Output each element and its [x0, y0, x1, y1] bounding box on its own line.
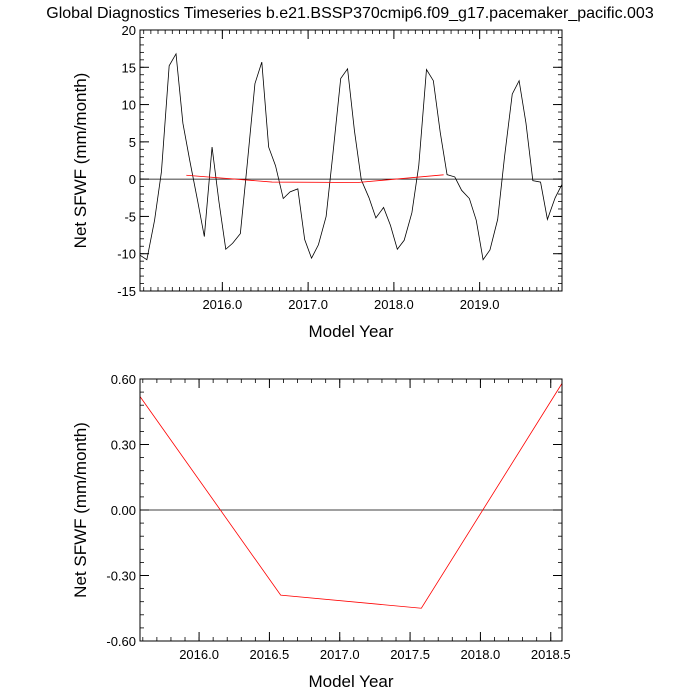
y-tick-label: 0 [129, 172, 136, 187]
y-tick-label: -5 [124, 209, 136, 224]
x-tick-label: 2017.5 [390, 647, 430, 662]
y-tick-label: 10 [122, 98, 136, 113]
y-tick-label: 20 [122, 23, 136, 38]
x-tick-label: 2017.0 [288, 297, 328, 312]
chart-top: -15 -10 -5 0 5 10 15 20 2016.0 2017.0 2018.0 2019.0… [71, 23, 563, 341]
y-tick-label: -0.30 [106, 569, 136, 584]
x-tick-label: 2018.5 [531, 647, 571, 662]
x-tick-label: 2018.0 [374, 297, 414, 312]
plot-frame-1 [139, 29, 563, 292]
chart-title: Global Diagnostics Timeseries b.e21.BSSP… [46, 5, 654, 22]
y-tick-label: -10 [117, 247, 136, 262]
x-tick-label: 2019.0 [460, 297, 500, 312]
x-tick-label: 2018.0 [461, 647, 501, 662]
x-tick-label: 2016.5 [250, 647, 290, 662]
y-tick-label: -0.60 [106, 634, 136, 649]
y-tick-label: 15 [122, 60, 136, 75]
series-line-2-1 [139, 383, 563, 609]
series-line-1-2 [186, 174, 444, 183]
chart-bottom: -0.60 -0.30 0.00 0.30 0.60 2016.0 2016.5 2017.0… [71, 372, 571, 691]
y-tick-label: 5 [129, 135, 136, 150]
x-axis-label: Model Year [308, 322, 393, 341]
y-axis-label: Net SFWF (mm/month) [71, 422, 90, 598]
x-tick-label: 2016.0 [179, 647, 219, 662]
x-axis-label: Model Year [308, 672, 393, 691]
y-axis-label: Net SFWF (mm/month) [71, 73, 90, 249]
y-tick-label: -15 [117, 284, 136, 299]
series-line-1-1 [139, 52, 563, 261]
y-tick-label: 0.60 [111, 372, 136, 387]
x-tick-label: 2017.0 [320, 647, 360, 662]
y-tick-label: 0.30 [111, 438, 136, 453]
x-tick-label: 2016.0 [202, 297, 242, 312]
y-tick-label: 0.00 [111, 503, 136, 518]
